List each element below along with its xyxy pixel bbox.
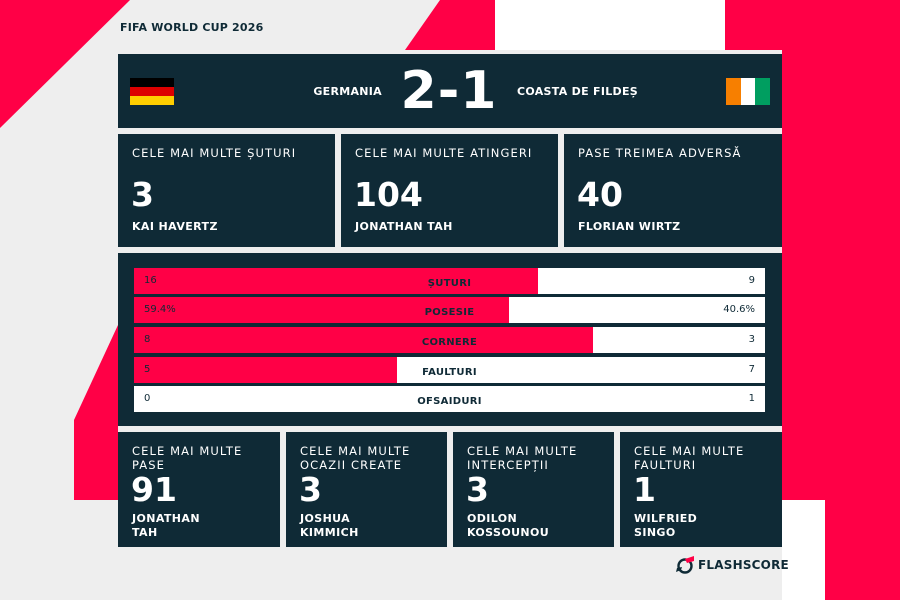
stat-name: ȘUTURI <box>427 278 472 289</box>
home-stat-value: 0 <box>144 393 151 404</box>
stat-card-player: FLORIAN WIRTZ <box>578 220 681 233</box>
stat-bar-row: 0 OFSAIDURI 1 <box>134 386 765 412</box>
stat-card-player: JONATHAN TAH <box>132 512 200 539</box>
stat-card-label: PASE TREIMEA ADVERSĂ <box>578 146 742 160</box>
home-stat-value: 59.4% <box>144 304 176 315</box>
home-stat-value: 16 <box>144 275 157 286</box>
away-stat-value: 7 <box>748 364 755 375</box>
stat-card-player: JONATHAN TAH <box>355 220 453 233</box>
away-stat-value: 3 <box>748 334 755 345</box>
flashscore-logo: FLASHSCORE <box>676 556 789 574</box>
stat-card-label: CELE MAI MULTE ȘUTURI <box>132 146 297 160</box>
stat-bar-row: 5 FAULTURI 7 <box>134 357 765 383</box>
stat-name: FAULTURI <box>422 367 477 378</box>
home-stat-value: 5 <box>144 364 151 375</box>
stat-card-value: 1 <box>633 470 656 509</box>
stat-bar-row: 59.4% POSESIE 40.6% <box>134 297 765 323</box>
stat-card-label: CELE MAI MULTE ATINGERI <box>355 146 533 160</box>
comparison-panel: 16 ȘUTURI 9 59.4% POSESIE 40.6% 8 CORNER… <box>118 253 782 426</box>
stat-card-label: CELE MAI MULTE OCAZII CREATE <box>300 444 411 472</box>
stat-card-player: WILFRIED SINGO <box>634 512 698 539</box>
stat-card-label: CELE MAI MULTE FAULTURI <box>634 444 745 472</box>
stat-card-value: 91 <box>131 470 177 509</box>
event-title: FIFA WORLD CUP 2026 <box>120 21 264 34</box>
stat-card-value: 3 <box>131 175 154 214</box>
stat-card-value: 3 <box>299 470 322 509</box>
home-team-name: GERMANIA <box>313 85 382 98</box>
stat-card-value: 3 <box>466 470 489 509</box>
ivory-coast-flag-icon <box>726 78 771 105</box>
stat-bar-row: 16 ȘUTURI 9 <box>134 268 765 294</box>
bottom-stat-card: CELE MAI MULTE PASE 91 JONATHAN TAH <box>118 432 280 547</box>
flashscore-logo-icon <box>676 556 694 574</box>
germany-flag-icon <box>130 78 174 105</box>
stat-name: CORNERE <box>421 337 478 348</box>
stat-card-player: ODILON KOSSOUNOU <box>467 512 550 539</box>
top-stat-card: CELE MAI MULTE ȘUTURI 3 KAI HAVERTZ <box>118 134 335 247</box>
away-stat-value: 1 <box>748 393 755 404</box>
stat-bar-row: 8 CORNERE 3 <box>134 327 765 353</box>
home-share-fill <box>134 297 509 323</box>
home-stat-value: 8 <box>144 334 151 345</box>
stat-name: OFSAIDURI <box>417 396 482 407</box>
top-stat-card: PASE TREIMEA ADVERSĂ 40 FLORIAN WIRTZ <box>564 134 782 247</box>
home-share-fill <box>134 268 538 294</box>
stat-name: POSESIE <box>424 307 475 318</box>
bottom-stat-card: CELE MAI MULTE INTERCEPȚII 3 ODILON KOSSOU… <box>453 432 614 547</box>
stat-card-label: CELE MAI MULTE INTERCEPȚII <box>467 444 578 472</box>
away-stat-value: 9 <box>748 275 755 286</box>
stat-card-player: KAI HAVERTZ <box>132 220 218 233</box>
home-share-fill <box>134 327 593 353</box>
bottom-stat-card: CELE MAI MULTE FAULTURI 1 WILFRIED SINGO <box>620 432 782 547</box>
stat-card-value: 104 <box>354 175 423 214</box>
away-stat-value: 40.6% <box>723 304 755 315</box>
away-team-name: COASTA DE FILDEȘ <box>517 85 639 98</box>
bottom-stat-card: CELE MAI MULTE OCAZII CREATE 3 JOSHUA KIMM… <box>286 432 447 547</box>
home-share-fill <box>134 357 398 383</box>
stat-card-label: CELE MAI MULTE PASE <box>132 444 243 472</box>
stat-card-player: JOSHUA KIMMICH <box>300 512 359 539</box>
stat-card-value: 40 <box>577 175 623 214</box>
brand-name: FLASHSCORE <box>698 558 789 572</box>
top-stat-card: CELE MAI MULTE ATINGERI 104 JONATHAN TAH <box>341 134 558 247</box>
match-score: 2-1 <box>400 61 498 121</box>
score-header: GERMANIA 2-1 COASTA DE FILDEȘ <box>118 54 782 128</box>
